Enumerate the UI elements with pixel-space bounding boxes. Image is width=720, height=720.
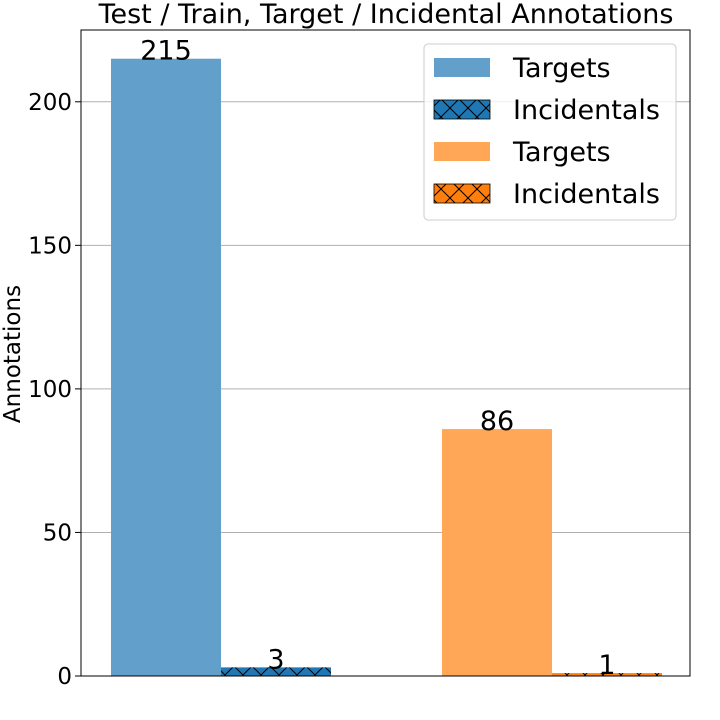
bar [442,429,552,676]
y-tick-label: 150 [28,233,72,259]
bars [111,58,662,676]
legend-label: Targets [512,53,611,84]
bar-hatch [552,673,662,676]
legend-swatch [434,142,490,161]
y-axis-label: Annotations [0,285,26,423]
bar-value-label: 86 [480,406,514,437]
y-tick-label: 0 [57,664,72,690]
legend-label: Incidentals [513,179,660,210]
legend: Targets Incidentals Targets Incidentals [423,43,677,221]
legend-swatch-hatch [433,99,491,120]
y-tick-label: 50 [43,520,72,546]
bar-value-label: 215 [140,36,192,67]
legend-label: Incidentals [513,95,660,126]
bar-value-label: 3 [267,644,284,675]
bar-value-label: 1 [598,650,615,681]
legend-label: Targets [512,137,611,168]
y-tick-label: 200 [28,90,72,116]
legend-box [423,43,677,221]
bar [111,58,221,676]
legend-swatch-hatch [433,183,491,204]
y-tick-label: 100 [28,377,72,403]
bar-hatch [221,667,331,676]
chart-title: Test / Train, Target / Incidental Annota… [98,0,674,30]
bar-value-labels: 215 3 86 1 [140,36,615,681]
y-axis-ticks: 0 50 100 150 200 [28,90,81,690]
plot-frame [80,29,691,677]
legend-swatch [434,58,490,77]
